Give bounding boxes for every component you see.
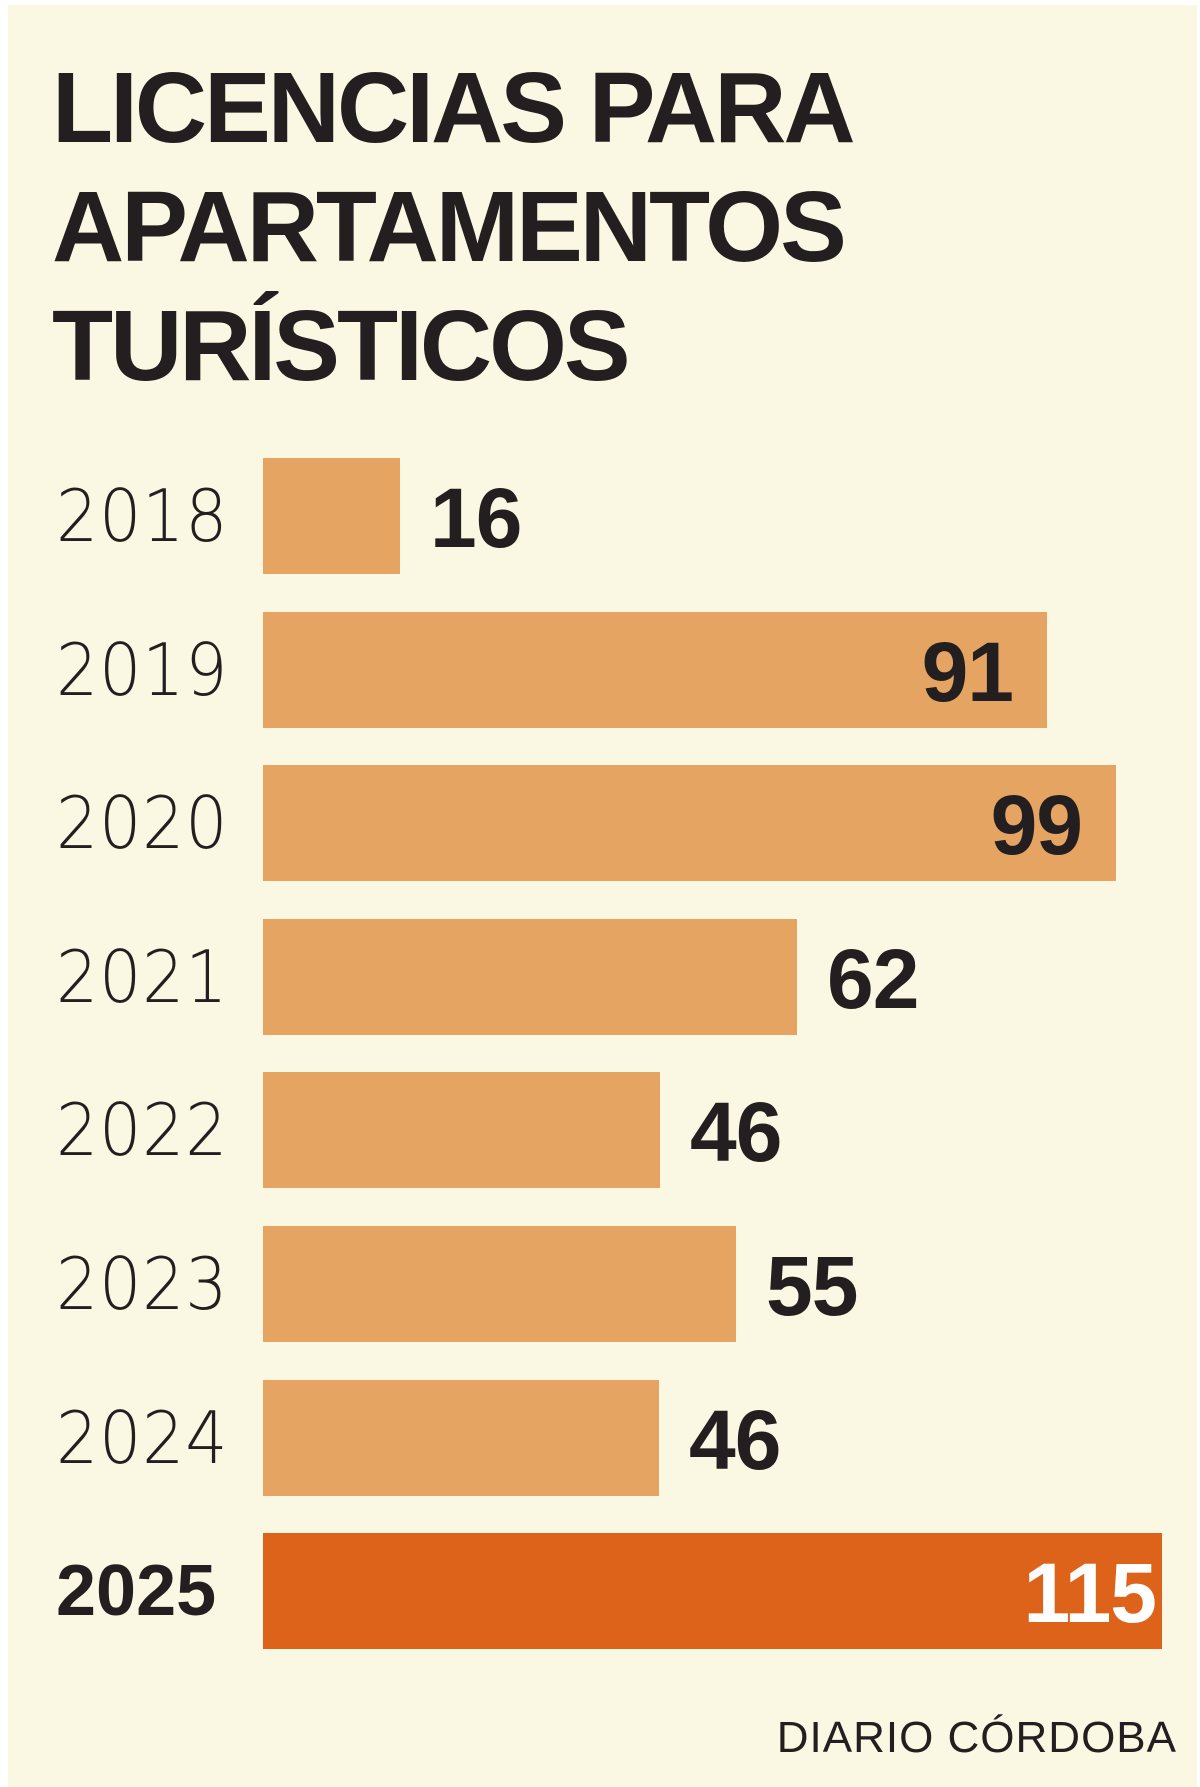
title-line-3: TURÍSTICOS	[52, 290, 631, 402]
bar-row-2025: 2025 115	[8, 1533, 1197, 1650]
bar-row-2024: 2024 46	[8, 1379, 1197, 1496]
year-label: 2019	[56, 627, 229, 712]
year-label: 2018	[56, 474, 229, 558]
bar-row-2021: 2021 62	[8, 918, 1197, 1035]
bar-row-2018: 2018 16	[8, 458, 1197, 574]
value-label: 91	[921, 624, 1014, 719]
title-line-2: APARTAMENTOS	[52, 171, 847, 283]
value-label: 62	[827, 931, 919, 1026]
bar-chart: 2018 16 2019 91 2020 99 2021 62 2022 46 …	[8, 5, 1197, 1787]
bar	[263, 918, 797, 1035]
year-label: 2023	[56, 1242, 229, 1326]
value-label: 46	[690, 1085, 782, 1180]
chart-panel: LICENCIAS PARA APARTAMENTOS TURÍSTICOS 2…	[8, 5, 1197, 1787]
bar	[263, 765, 1116, 882]
value-label: 16	[430, 471, 522, 565]
bar	[263, 1072, 660, 1189]
value-label: 46	[689, 1392, 781, 1487]
bar	[263, 611, 1047, 728]
source-credit: DIARIO CÓRDOBA	[776, 1713, 1177, 1762]
bar-row-2023: 2023 55	[8, 1226, 1197, 1342]
year-label: 2025	[56, 1551, 217, 1632]
bar	[263, 1533, 1162, 1650]
bar-row-2020: 2020 99	[8, 765, 1197, 882]
bar-row-2022: 2022 46	[8, 1072, 1197, 1189]
bar	[263, 1226, 736, 1342]
title-line-1: LICENCIAS PARA	[52, 52, 856, 164]
year-label: 2020	[56, 781, 229, 866]
year-label: 2024	[56, 1395, 229, 1480]
bar	[263, 458, 400, 574]
chart-title: LICENCIAS PARA APARTAMENTOS TURÍSTICOS	[52, 49, 856, 406]
value-label: 115	[1023, 1546, 1157, 1641]
year-label: 2022	[56, 1088, 229, 1173]
bar	[263, 1379, 659, 1496]
year-label: 2021	[56, 934, 229, 1019]
bar-row-2019: 2019 91	[8, 611, 1197, 728]
value-label: 99	[990, 778, 1083, 873]
value-label: 55	[766, 1239, 858, 1333]
